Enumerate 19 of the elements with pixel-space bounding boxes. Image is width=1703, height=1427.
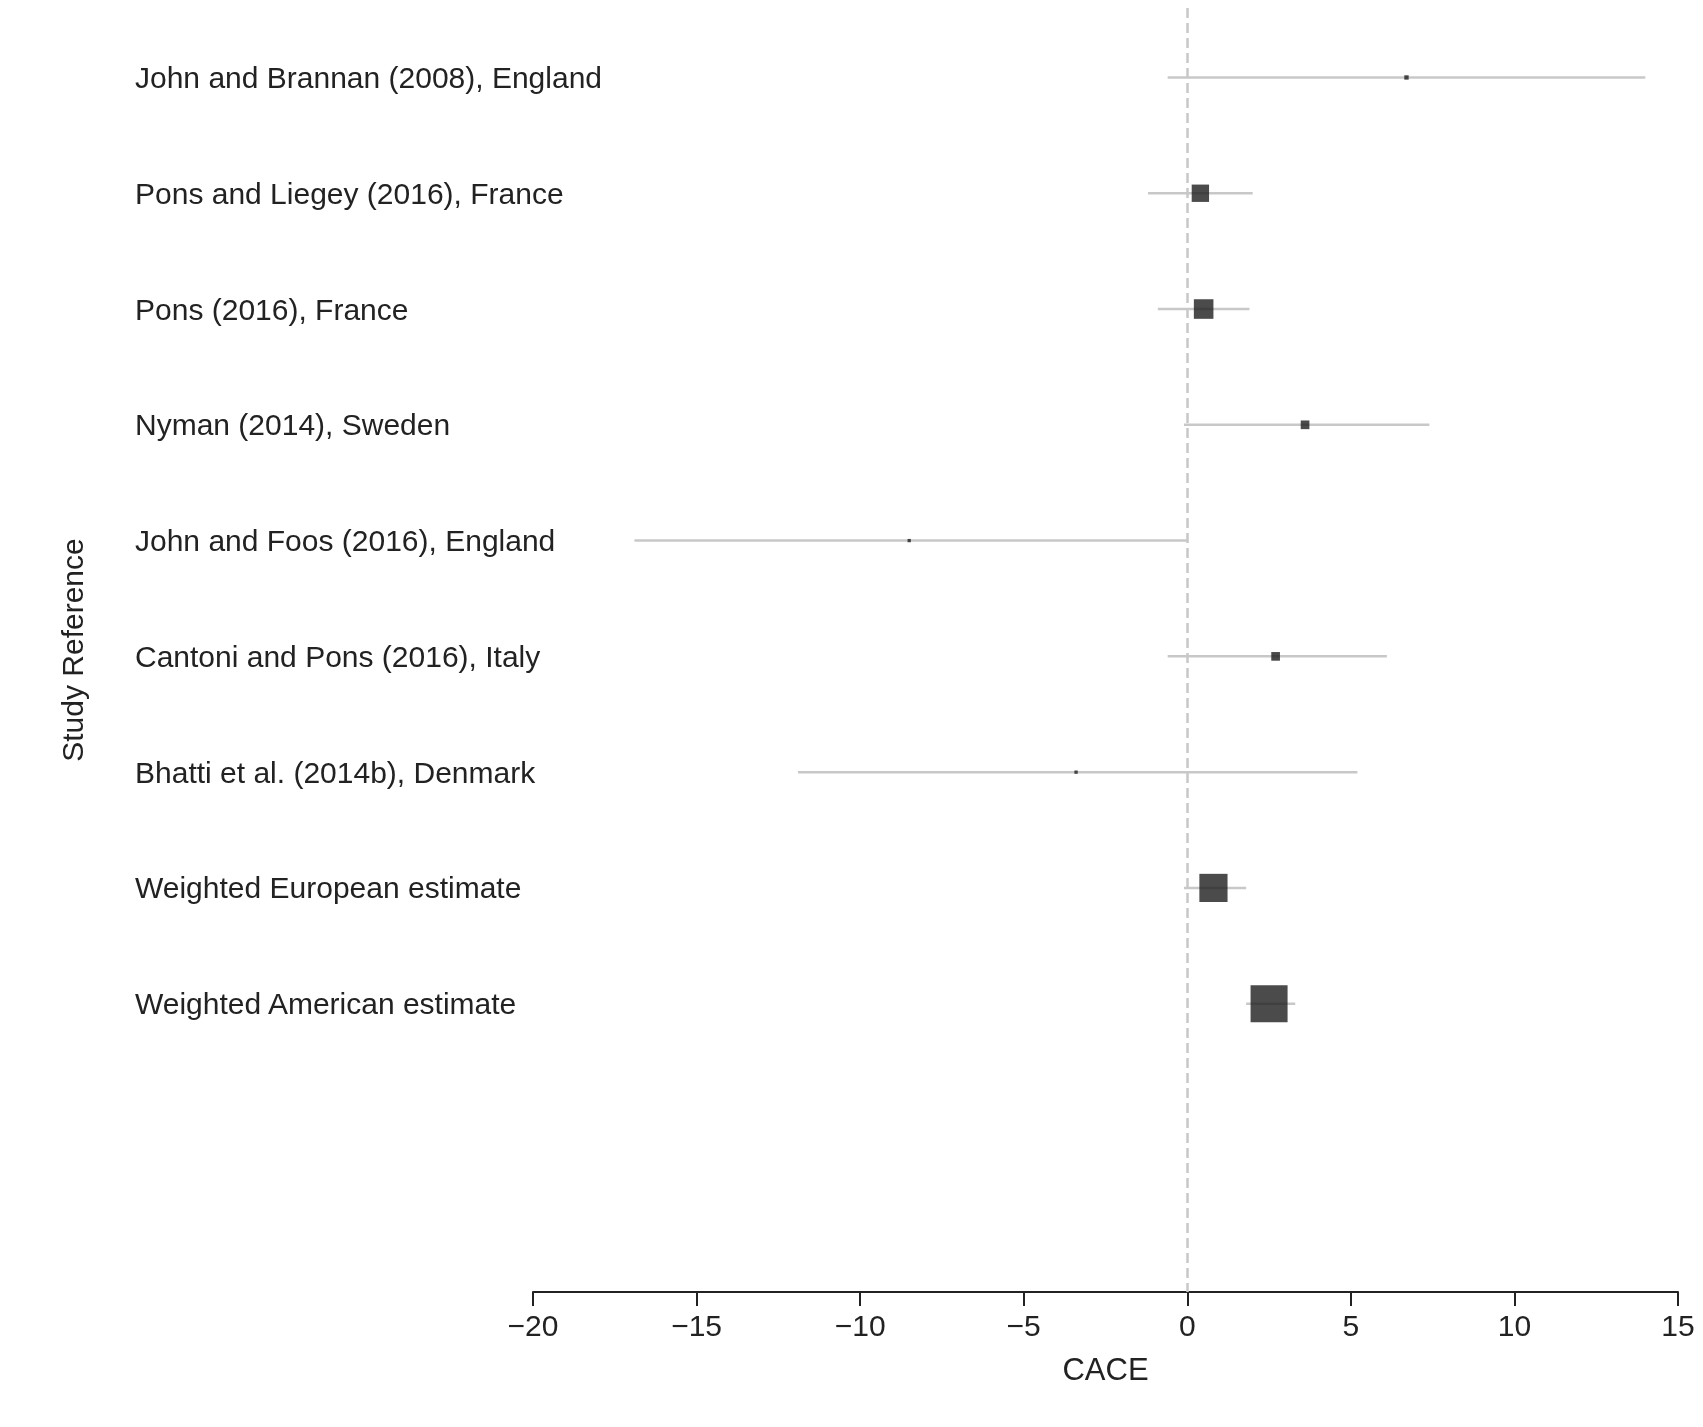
y-tick-label: Nyman (2014), Sweden — [135, 408, 451, 442]
y-tick-label: Cantoni and Pons (2016), Italy — [135, 639, 541, 673]
y-tick-label: John and Foos (2016), England — [135, 524, 556, 558]
x-tick-label: 15 — [1661, 1308, 1695, 1342]
x-tick-label: 10 — [1497, 1308, 1532, 1342]
y-tick-label: Pons and Liegey (2016), France — [135, 176, 564, 210]
x-tick-label: −20 — [507, 1308, 559, 1342]
x-tick-label: −15 — [671, 1308, 723, 1342]
x-tick-label: 0 — [1178, 1308, 1196, 1342]
x-axis-title: CACE — [1062, 1352, 1149, 1387]
x-tick-label: 5 — [1342, 1308, 1360, 1342]
y-tick-label: Bhatti et al. (2014b), Denmark — [135, 755, 537, 789]
x-tick-label: −5 — [1006, 1308, 1041, 1342]
y-axis-title: Study Reference — [55, 538, 89, 762]
y-tick-label: Weighted American estimate — [135, 987, 517, 1021]
y-tick-label: Weighted European estimate — [135, 871, 522, 905]
x-tick-label: −10 — [834, 1308, 886, 1342]
y-tick-label: Pons (2016), France — [135, 292, 409, 326]
y-tick-label: John and Brannan (2008), England — [135, 60, 603, 94]
